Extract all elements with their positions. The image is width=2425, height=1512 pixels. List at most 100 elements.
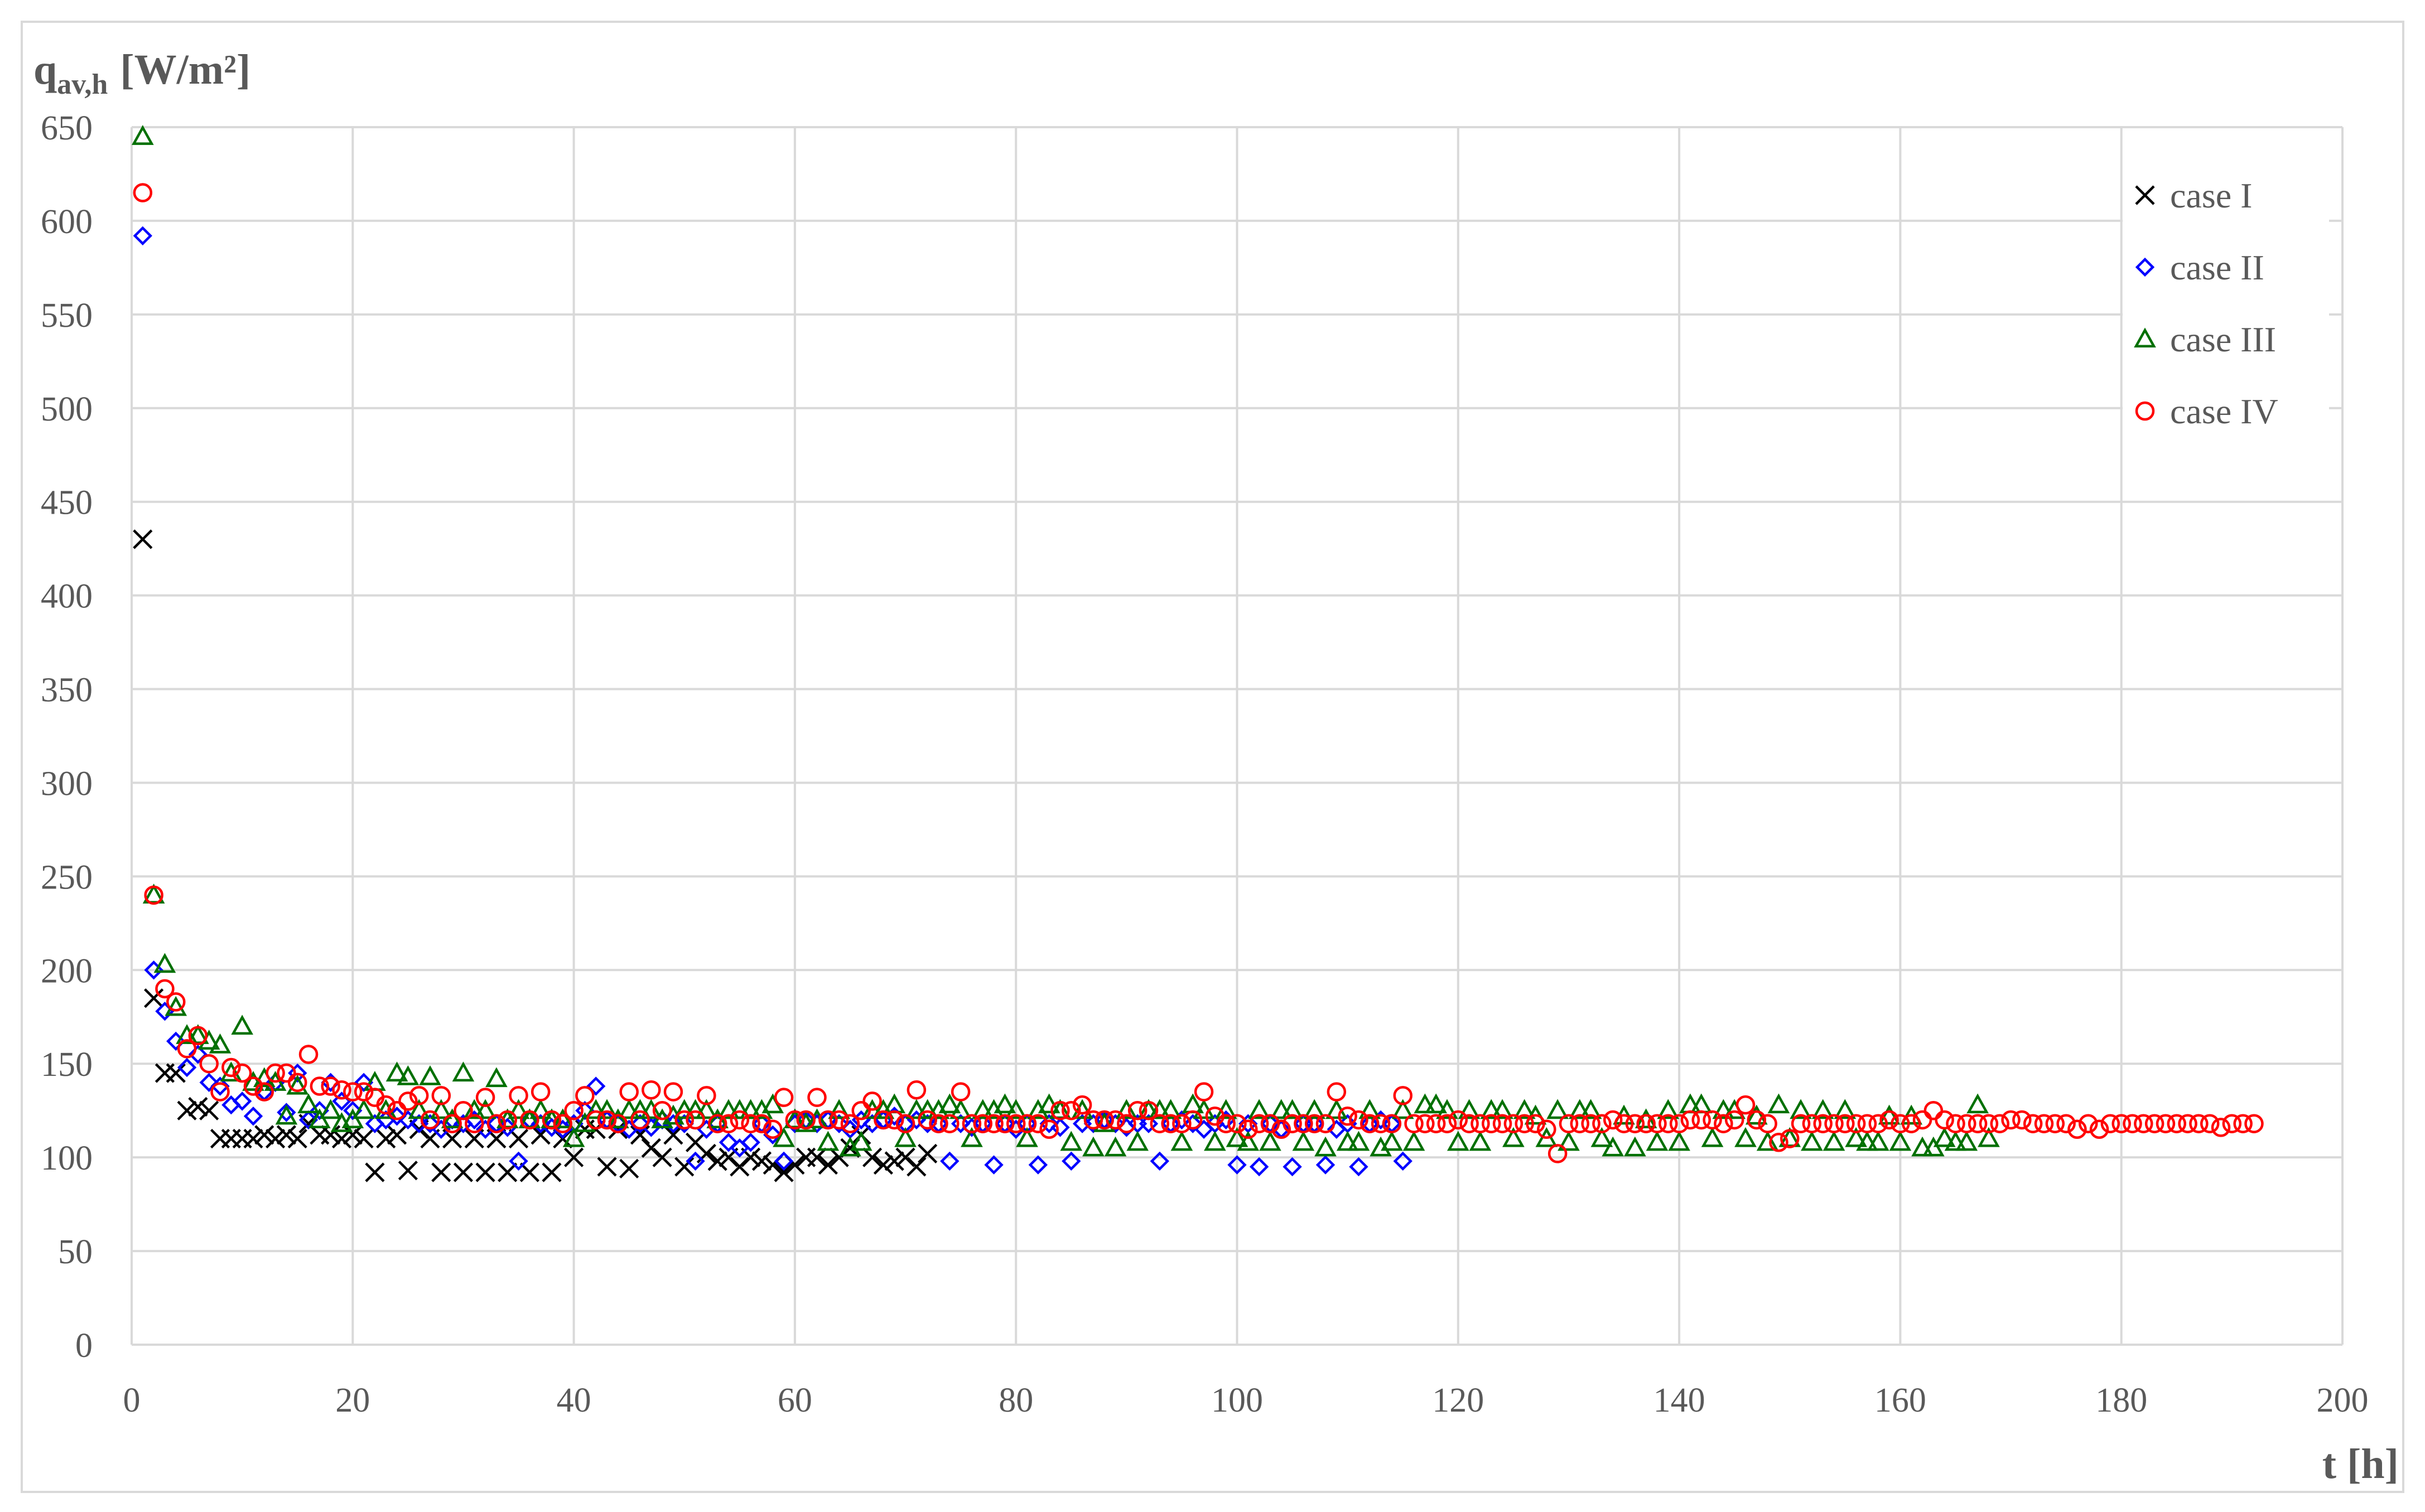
point	[1349, 1110, 1368, 1130]
point	[1391, 1099, 1414, 1119]
point	[509, 1151, 528, 1171]
point	[442, 1114, 462, 1133]
point	[1469, 1131, 1492, 1151]
point	[697, 1086, 716, 1105]
point	[1170, 1131, 1193, 1151]
point	[607, 1108, 629, 1129]
point	[674, 1114, 694, 1133]
point	[630, 1114, 650, 1133]
point	[1857, 1114, 1877, 1133]
point	[1259, 1131, 1281, 1151]
point	[686, 1151, 705, 1171]
point	[166, 1063, 186, 1083]
point	[1724, 1110, 1744, 1130]
point	[485, 1067, 508, 1088]
point	[1879, 1110, 1899, 1130]
point	[741, 1114, 760, 1133]
point	[419, 1065, 441, 1085]
point	[353, 1099, 375, 1119]
point	[144, 988, 164, 1008]
y-tick-label: 500	[41, 390, 93, 428]
point	[1767, 1093, 1790, 1114]
point	[862, 1091, 882, 1111]
point	[840, 1114, 860, 1133]
point	[397, 1065, 420, 1085]
point	[2001, 1110, 2021, 1130]
point	[1303, 1099, 1326, 1119]
point	[608, 1114, 628, 1133]
point	[475, 1162, 495, 1182]
point	[188, 1045, 208, 1064]
point	[254, 1082, 274, 1102]
point	[1404, 1114, 1424, 1133]
point	[1283, 1114, 1302, 1133]
point	[774, 1162, 794, 1182]
point	[818, 1110, 838, 1130]
point	[1646, 1131, 1669, 1151]
point	[220, 1061, 243, 1082]
point	[619, 1158, 639, 1178]
point	[1823, 1131, 1845, 1151]
point	[454, 1100, 473, 1120]
point	[1360, 1114, 1380, 1133]
point	[209, 1033, 232, 1054]
point	[2012, 1110, 2032, 1130]
point	[1668, 1131, 1690, 1151]
point	[1558, 1131, 1580, 1151]
point	[973, 1114, 993, 1133]
point	[1402, 1131, 1425, 1151]
point	[1437, 1114, 1457, 1133]
point	[575, 1086, 595, 1105]
point	[420, 1114, 440, 1133]
point	[1946, 1114, 1965, 1133]
point	[398, 1161, 418, 1181]
point	[133, 226, 152, 245]
point	[1547, 1144, 1568, 1163]
y-tick-label: 100	[41, 1139, 93, 1177]
point	[1062, 1100, 1081, 1120]
point	[862, 1147, 883, 1167]
point	[1503, 1114, 1524, 1133]
point	[817, 1131, 840, 1151]
point	[707, 1114, 727, 1133]
point	[894, 1127, 917, 1147]
point	[1183, 1110, 1203, 1130]
point	[1680, 1110, 1700, 1130]
point	[640, 1099, 663, 1119]
point	[254, 1125, 274, 1145]
point	[707, 1151, 727, 1171]
point	[1546, 1099, 1569, 1119]
series	[133, 529, 938, 1182]
legend-label: case I	[2170, 176, 2252, 215]
point	[385, 1061, 408, 1082]
point	[730, 1110, 750, 1130]
y-label-symbol: q	[33, 46, 57, 93]
point	[1349, 1157, 1368, 1177]
point	[1923, 1100, 1944, 1120]
point	[131, 125, 154, 145]
point	[807, 1147, 827, 1167]
point	[1979, 1114, 1999, 1133]
point	[763, 1119, 783, 1139]
point	[155, 979, 175, 999]
point	[332, 1080, 351, 1100]
point	[905, 1099, 928, 1119]
point	[1260, 1114, 1280, 1133]
point	[2100, 1114, 2120, 1133]
point	[940, 1151, 960, 1171]
point	[354, 1073, 374, 1093]
point	[1172, 1114, 1192, 1133]
point	[2135, 185, 2155, 205]
y-tick-label: 300	[41, 765, 93, 803]
point	[829, 1110, 849, 1130]
point	[1691, 1110, 1711, 1130]
point	[995, 1114, 1015, 1133]
point	[597, 1110, 617, 1130]
point	[2222, 1114, 2242, 1133]
x-tick-label: 80	[999, 1381, 1033, 1419]
point	[376, 1095, 396, 1115]
x-tick-label: 140	[1653, 1381, 1705, 1419]
point	[1150, 1151, 1169, 1171]
point	[1603, 1110, 1623, 1130]
x-tick-label: 180	[2095, 1381, 2147, 1419]
